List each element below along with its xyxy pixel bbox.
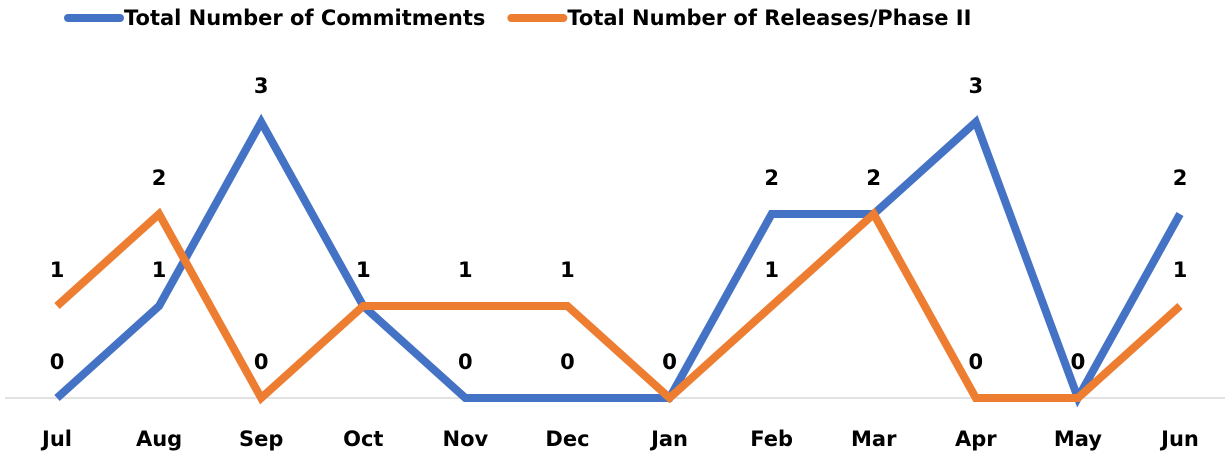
data-label: 0 bbox=[458, 350, 473, 374]
x-tick-label: Jan bbox=[649, 427, 688, 451]
data-label: 2 bbox=[866, 166, 881, 190]
data-label: 3 bbox=[254, 74, 269, 98]
x-tick-label: Mar bbox=[851, 427, 897, 451]
x-tick-label: Apr bbox=[955, 427, 997, 451]
data-label: 0 bbox=[50, 350, 65, 374]
data-label: 0 bbox=[662, 350, 677, 374]
data-label: 0 bbox=[1071, 350, 1086, 374]
data-label: 1 bbox=[152, 258, 167, 282]
data-label: 2 bbox=[866, 166, 881, 190]
x-tick-label: Jun bbox=[1159, 427, 1199, 451]
x-tick-label: Oct bbox=[343, 427, 383, 451]
x-tick-label: Jul bbox=[40, 427, 72, 451]
x-tick-label: Aug bbox=[136, 427, 182, 451]
data-label: 2 bbox=[152, 166, 167, 190]
legend-label: Total Number of Releases/Phase II bbox=[567, 6, 971, 30]
data-label: 1 bbox=[1173, 258, 1188, 282]
data-label: 0 bbox=[1071, 350, 1086, 374]
series-line bbox=[54, 113, 1184, 408]
series-line bbox=[54, 207, 1183, 405]
data-label: 1 bbox=[50, 258, 65, 282]
data-label: 1 bbox=[560, 258, 575, 282]
data-label: 2 bbox=[764, 166, 779, 190]
data-label: 0 bbox=[969, 350, 984, 374]
x-tick-label: Nov bbox=[443, 427, 489, 451]
data-label: 0 bbox=[662, 350, 677, 374]
x-tick-label: Feb bbox=[750, 427, 793, 451]
data-label: 1 bbox=[356, 258, 371, 282]
data-label: 1 bbox=[458, 258, 473, 282]
data-label: 0 bbox=[254, 350, 269, 374]
data-label: 3 bbox=[969, 74, 984, 98]
data-label: 0 bbox=[560, 350, 575, 374]
x-tick-label: Sep bbox=[239, 427, 283, 451]
data-label: 1 bbox=[356, 258, 371, 282]
x-tick-label: Dec bbox=[545, 427, 589, 451]
data-label: 1 bbox=[764, 258, 779, 282]
x-tick-label: May bbox=[1054, 427, 1102, 451]
data-label: 2 bbox=[1173, 166, 1188, 190]
legend-label: Total Number of Commitments bbox=[124, 6, 485, 30]
